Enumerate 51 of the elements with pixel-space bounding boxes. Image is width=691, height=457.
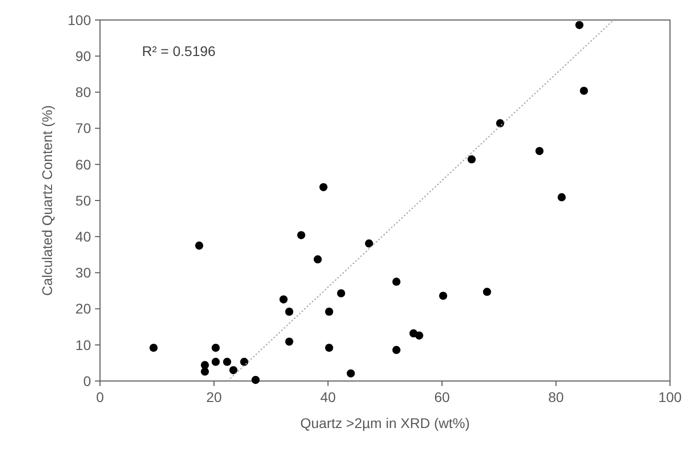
y-axis-title: Calculated Quartz Content (%) xyxy=(39,105,55,296)
point xyxy=(558,193,566,202)
point xyxy=(346,369,355,378)
y-tick-label: 30 xyxy=(75,264,92,281)
y-tick-label: 70 xyxy=(75,120,92,136)
point xyxy=(575,20,584,30)
point xyxy=(212,358,220,366)
point xyxy=(252,376,260,384)
y-tick-label: 90 xyxy=(75,48,92,64)
x-tick-label: 60 xyxy=(434,389,450,405)
x-tick-label: 0 xyxy=(96,389,104,405)
x-axis-title: Quartz >2µm in XRD (wt%) xyxy=(300,415,470,431)
y-tick-label: 100 xyxy=(68,12,92,28)
x-tick-label: 80 xyxy=(548,389,564,405)
point xyxy=(195,242,204,250)
point xyxy=(337,289,346,298)
y-tick-label: 60 xyxy=(75,156,92,172)
point xyxy=(150,344,158,352)
y-tick-label: 80 xyxy=(75,84,92,100)
y-tick-label: 10 xyxy=(75,336,92,353)
point xyxy=(325,308,334,316)
point xyxy=(314,255,322,264)
point xyxy=(535,146,544,156)
point xyxy=(364,239,374,248)
y-tick-label: 20 xyxy=(75,300,92,317)
point xyxy=(392,278,400,286)
point xyxy=(496,119,504,128)
point xyxy=(468,155,476,164)
x-tick-label: 100 xyxy=(658,389,682,405)
point xyxy=(200,368,209,376)
point xyxy=(325,344,334,352)
point xyxy=(223,358,232,366)
y-tick-label: 40 xyxy=(75,228,92,244)
point xyxy=(229,366,238,374)
annotation: R² = 0.5196 xyxy=(142,43,216,59)
point xyxy=(580,86,588,95)
point xyxy=(319,183,328,192)
point xyxy=(240,358,248,366)
point xyxy=(212,344,220,352)
x-tick-label: 20 xyxy=(206,389,222,405)
point xyxy=(285,308,294,316)
y-tick-label: 50 xyxy=(75,192,92,208)
x-tick-label: 40 xyxy=(320,389,336,405)
point xyxy=(439,292,448,300)
point xyxy=(415,331,424,340)
y-tick-label: 0 xyxy=(83,372,92,389)
point xyxy=(285,338,294,346)
point xyxy=(279,295,288,304)
point xyxy=(482,288,492,296)
point xyxy=(392,346,400,354)
point xyxy=(297,231,306,240)
